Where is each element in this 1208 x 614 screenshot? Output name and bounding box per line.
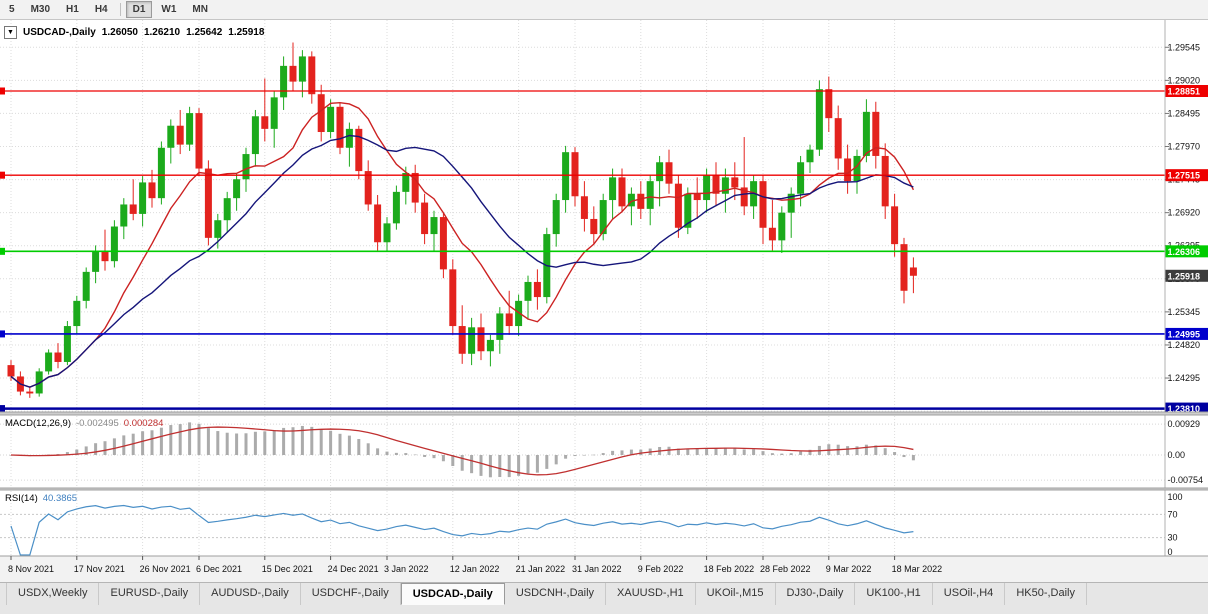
- rsi-panel: [10, 504, 914, 556]
- svg-text:1.23810: 1.23810: [1168, 404, 1201, 414]
- svg-text:24 Dec 2021: 24 Dec 2021: [328, 564, 379, 574]
- svg-text:1.28851: 1.28851: [1168, 87, 1201, 97]
- chart-area: 1.295451.290201.284951.279701.274451.269…: [0, 20, 1208, 582]
- timeframe-button-5[interactable]: 5: [9, 4, 15, 15]
- svg-text:21 Jan 2022: 21 Jan 2022: [516, 564, 566, 574]
- timeframe-button-w1[interactable]: W1: [161, 4, 177, 15]
- chart-dropdown-icon[interactable]: ▼: [4, 26, 17, 39]
- tab-eurusd-daily[interactable]: EURUSD-,Daily: [99, 583, 201, 605]
- tab-usdcad-daily[interactable]: USDCAD-,Daily: [400, 583, 505, 605]
- timeframe-button-d1[interactable]: D1: [125, 1, 153, 18]
- svg-text:1.24995: 1.24995: [1168, 329, 1201, 339]
- tab-audusd-daily[interactable]: AUDUSD-,Daily: [200, 583, 301, 605]
- tab-usdcnh-daily[interactable]: USDCNH-,Daily: [505, 583, 607, 605]
- svg-text:28 Feb 2022: 28 Feb 2022: [760, 564, 811, 574]
- tab-dj30-daily[interactable]: DJ30-,Daily: [776, 583, 856, 605]
- svg-text:0: 0: [1168, 547, 1173, 557]
- timeframe-button-h4[interactable]: H4: [94, 4, 108, 15]
- panel-splitters[interactable]: [0, 411, 1208, 491]
- svg-text:9 Feb 2022: 9 Feb 2022: [638, 564, 684, 574]
- svg-text:30: 30: [1168, 533, 1178, 543]
- svg-text:12 Jan 2022: 12 Jan 2022: [450, 564, 500, 574]
- svg-text:1.27970: 1.27970: [1168, 142, 1201, 152]
- svg-text:26 Nov 2021: 26 Nov 2021: [140, 564, 191, 574]
- tab-usdx-weekly[interactable]: USDX,Weekly: [6, 583, 100, 605]
- tab-ukoil-m15[interactable]: UKOil-,M15: [696, 583, 776, 605]
- macd-panel: [9, 422, 915, 478]
- svg-text:9 Mar 2022: 9 Mar 2022: [826, 564, 872, 574]
- panel-backgrounds: [0, 20, 1208, 582]
- svg-text:1.28495: 1.28495: [1168, 108, 1201, 118]
- svg-text:8 Nov 2021: 8 Nov 2021: [8, 564, 54, 574]
- symbol-tab-bar: USDX,Weekly EURUSD-,Daily AUDUSD-,Daily USD…: [0, 582, 1208, 614]
- tab-usdchf-daily[interactable]: USDCHF-,Daily: [301, 583, 401, 605]
- svg-text:18 Mar 2022: 18 Mar 2022: [892, 564, 943, 574]
- timeframe-button-m30[interactable]: M30: [30, 4, 51, 15]
- moving-averages: [10, 102, 915, 388]
- svg-text:17 Nov 2021: 17 Nov 2021: [74, 564, 125, 574]
- price-chart-canvas[interactable]: 1.295451.290201.284951.279701.274451.269…: [0, 20, 1208, 582]
- svg-text:0.00929: 0.00929: [1168, 419, 1201, 429]
- svg-text:1.29020: 1.29020: [1168, 75, 1201, 85]
- svg-text:70: 70: [1168, 509, 1178, 519]
- svg-text:1.25918: 1.25918: [1168, 271, 1201, 281]
- svg-text:1.25345: 1.25345: [1168, 307, 1201, 317]
- timeframe-button-h1[interactable]: H1: [66, 4, 79, 15]
- horizontal-level-lines[interactable]: [0, 87, 1165, 413]
- svg-text:-0.00754: -0.00754: [1168, 475, 1204, 485]
- svg-text:1.27515: 1.27515: [1168, 171, 1201, 181]
- svg-text:3 Jan 2022: 3 Jan 2022: [384, 564, 429, 574]
- tab-hk50-daily[interactable]: HK50-,Daily: [1005, 583, 1087, 605]
- tab-xauusd-h1[interactable]: XAUUSD-,H1: [606, 583, 696, 605]
- svg-text:31 Jan 2022: 31 Jan 2022: [572, 564, 622, 574]
- tab-usoil-h4[interactable]: USOil-,H4: [933, 583, 1006, 605]
- toolbar-separator: [119, 3, 121, 16]
- timeframe-toolbar: 5 M30 H1 H4 D1 W1 MN: [0, 0, 1208, 20]
- svg-text:18 Feb 2022: 18 Feb 2022: [704, 564, 755, 574]
- timeframe-button-mn[interactable]: MN: [192, 4, 208, 15]
- svg-text:1.26306: 1.26306: [1168, 247, 1201, 257]
- svg-text:100: 100: [1168, 492, 1183, 502]
- svg-text:15 Dec 2021: 15 Dec 2021: [262, 564, 313, 574]
- svg-text:1.24295: 1.24295: [1168, 373, 1201, 383]
- date-axis[interactable]: 8 Nov 2021 17 Nov 2021 26 Nov 2021 6 Dec 20…: [0, 555, 1208, 574]
- price-axis[interactable]: 1.295451.290201.284951.279701.274451.269…: [1164, 20, 1208, 557]
- tab-uk100-h1[interactable]: UK100-,H1: [855, 583, 933, 605]
- svg-text:1.24820: 1.24820: [1168, 340, 1201, 350]
- svg-text:1.26920: 1.26920: [1168, 208, 1201, 218]
- svg-text:1.29545: 1.29545: [1168, 42, 1201, 52]
- svg-text:0.00: 0.00: [1168, 450, 1186, 460]
- svg-text:6 Dec 2021: 6 Dec 2021: [196, 564, 242, 574]
